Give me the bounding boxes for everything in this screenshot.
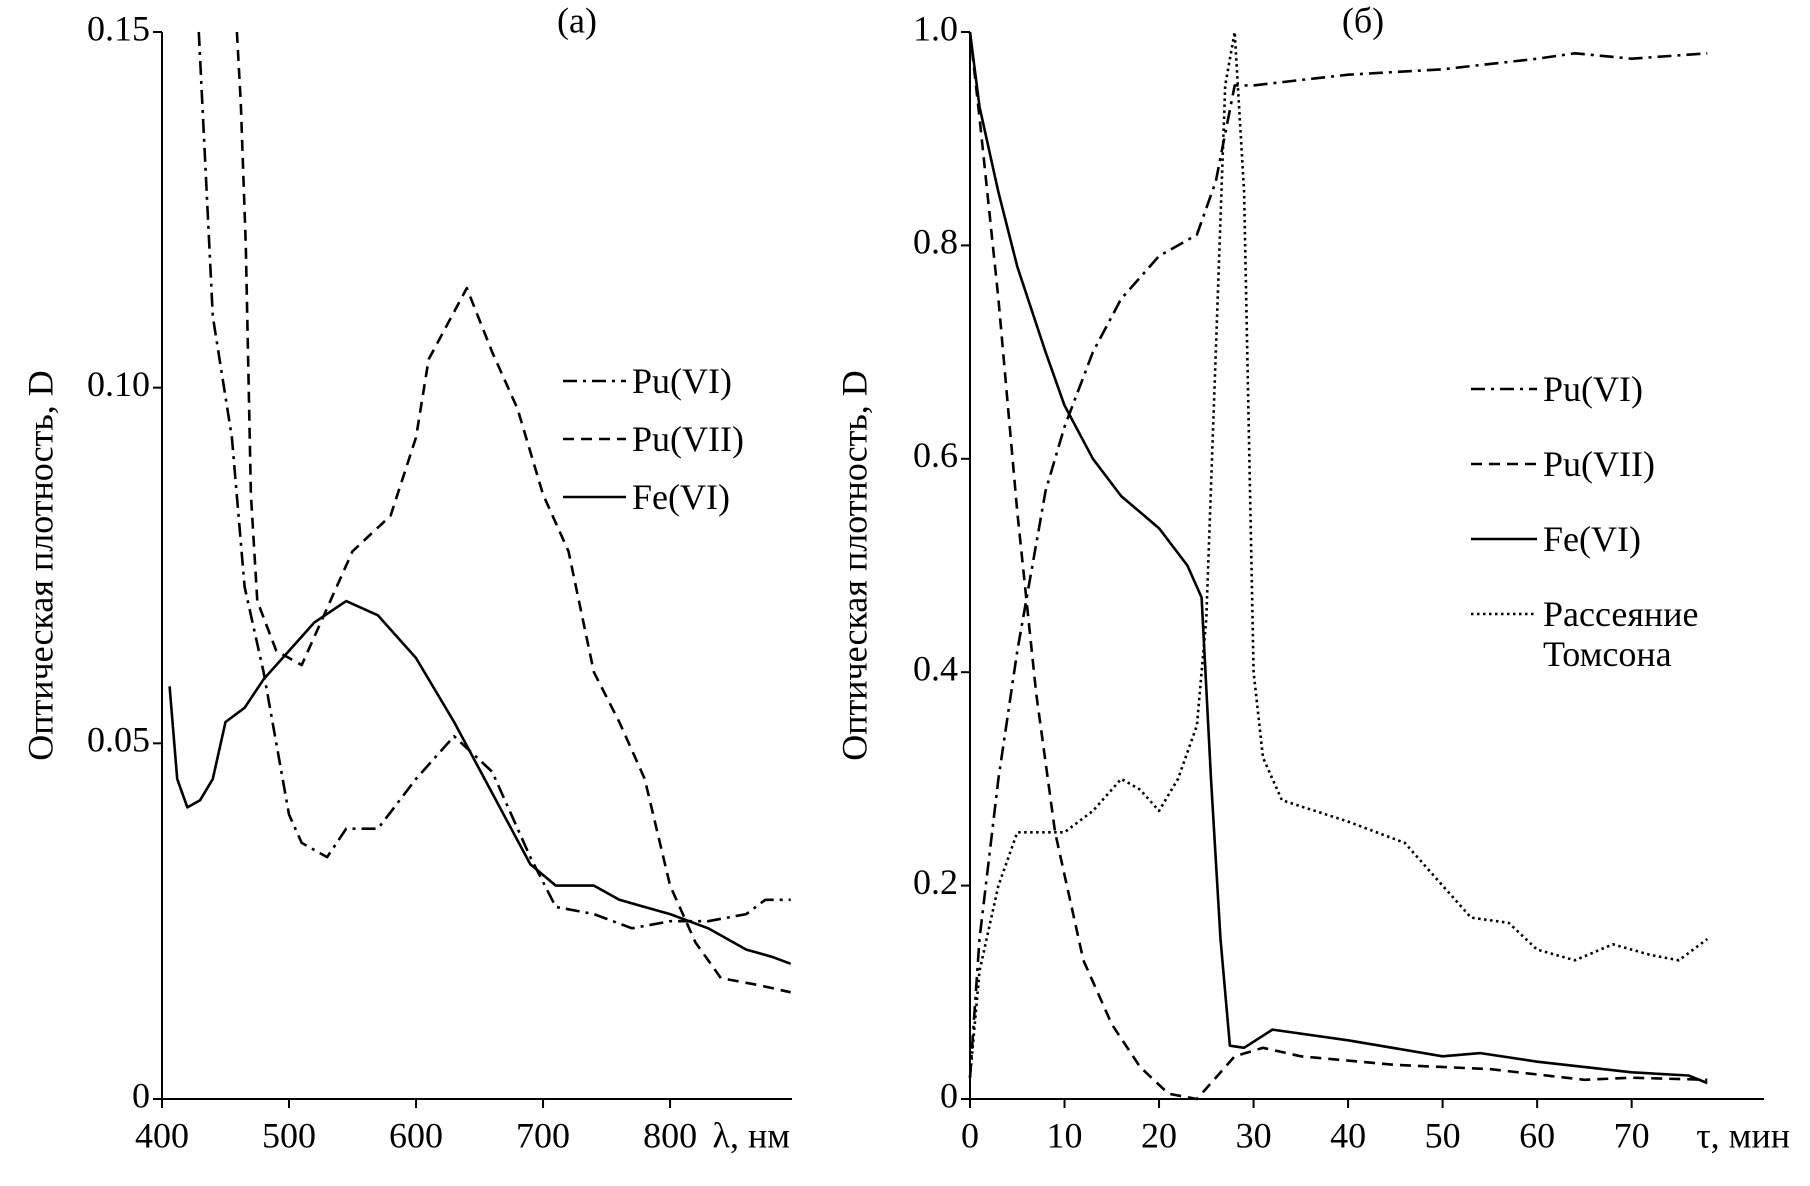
y-tick-label: 0 — [940, 1075, 958, 1115]
chart-title: (а) — [557, 0, 597, 40]
x-tick-label: 600 — [389, 1115, 443, 1155]
y-tick-label: 0.15 — [87, 8, 150, 48]
x-tick-label: 10 — [1047, 1115, 1083, 1155]
series-line — [968, 31, 1708, 1101]
x-tick-label: 400 — [135, 1115, 189, 1155]
y-tick-label: 0.05 — [87, 720, 150, 760]
series-line — [235, 31, 791, 994]
legend-label: Рассеяние Томсона — [1543, 594, 1699, 674]
y-tick-label: 0.10 — [87, 364, 150, 404]
y-tick-label: 1.0 — [913, 8, 958, 48]
legend-label: Pu(VII) — [632, 419, 744, 459]
x-tick-label: 20 — [1141, 1115, 1177, 1155]
y-tick-label: 0.4 — [913, 648, 958, 688]
x-tick-label: 70 — [1614, 1115, 1650, 1155]
x-tick-label: 60 — [1519, 1115, 1555, 1155]
series-line — [168, 599, 792, 966]
x-axis-label: λ, нм — [712, 1115, 790, 1155]
x-tick-label: 50 — [1425, 1115, 1461, 1155]
y-tick-label: 0 — [132, 1075, 150, 1115]
legend-label: Pu(VI) — [1543, 369, 1643, 409]
x-tick-label: 700 — [516, 1115, 570, 1155]
x-tick-label: 40 — [1330, 1115, 1366, 1155]
y-tick-label: 0.8 — [913, 222, 958, 262]
x-tick-label: 0 — [961, 1115, 979, 1155]
x-tick-label: 800 — [643, 1115, 697, 1155]
series-line — [968, 52, 1708, 1078]
chart-title: (б) — [1342, 0, 1384, 40]
series-line — [197, 31, 791, 930]
series-line — [968, 31, 1708, 1085]
y-tick-label: 0.6 — [913, 435, 958, 475]
y-axis-label: Оптическая плотность, D — [834, 370, 874, 760]
y-tick-label: 0.2 — [913, 862, 958, 902]
legend-label: Pu(VI) — [632, 361, 732, 401]
x-axis-label: τ, мин — [1696, 1115, 1790, 1155]
y-axis-label: Оптическая плотность, D — [20, 370, 60, 760]
x-tick-label: 30 — [1236, 1115, 1272, 1155]
x-tick-label: 500 — [262, 1115, 316, 1155]
legend-label: Fe(VI) — [1543, 519, 1641, 559]
legend-label: Fe(VI) — [632, 477, 730, 517]
legend-label: Pu(VII) — [1543, 444, 1655, 484]
